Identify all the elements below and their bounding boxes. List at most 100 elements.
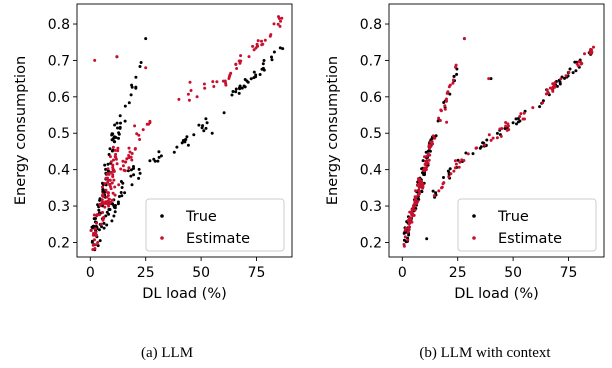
data-point <box>203 86 207 90</box>
data-point <box>434 134 438 138</box>
data-point <box>436 119 440 123</box>
data-point <box>210 131 214 135</box>
y-tick-label: 0.7 <box>360 53 382 69</box>
data-point <box>172 150 176 154</box>
data-point <box>402 244 406 248</box>
data-point <box>423 155 426 159</box>
data-point <box>222 111 226 115</box>
data-point <box>231 90 235 93</box>
data-point <box>98 239 102 243</box>
data-point <box>108 147 112 151</box>
data-point <box>106 191 110 195</box>
data-point <box>103 201 107 205</box>
legend-label-true: True <box>497 209 529 225</box>
data-point <box>272 50 276 54</box>
data-point <box>406 230 410 234</box>
data-point <box>92 213 96 217</box>
data-point <box>109 200 112 204</box>
data-point <box>452 169 456 173</box>
y-axis-label: Energy consumption <box>13 56 29 205</box>
data-point <box>454 162 458 166</box>
legend-marker-true <box>472 214 476 218</box>
data-point <box>230 93 234 97</box>
data-point <box>406 238 410 242</box>
data-point <box>192 133 196 137</box>
data-point <box>495 136 499 140</box>
data-point <box>402 231 406 235</box>
legend-marker-true <box>160 214 164 218</box>
data-point <box>518 115 522 118</box>
data-point <box>117 195 121 198</box>
data-point <box>407 226 411 230</box>
data-point <box>110 198 114 202</box>
data-point <box>445 120 449 124</box>
data-point <box>129 168 133 172</box>
data-point <box>137 176 141 180</box>
data-point <box>553 84 557 88</box>
legend-label-true: True <box>185 209 217 225</box>
data-point <box>137 167 141 171</box>
data-point <box>238 61 242 65</box>
data-point <box>456 158 460 162</box>
data-point <box>98 213 101 217</box>
data-point <box>106 167 110 171</box>
x-tick-label: 25 <box>449 265 467 281</box>
data-point <box>243 78 247 81</box>
data-point <box>130 85 134 89</box>
data-point <box>417 178 421 182</box>
data-point <box>544 92 548 96</box>
data-point <box>119 167 123 171</box>
data-point <box>105 172 109 176</box>
data-point <box>228 73 232 77</box>
y-tick-label: 0.8 <box>360 17 382 33</box>
data-point <box>514 117 518 121</box>
data-point <box>487 77 491 81</box>
data-point <box>96 241 100 244</box>
data-point <box>105 223 109 227</box>
data-point <box>251 44 255 48</box>
data-point <box>91 233 95 237</box>
x-tick-label: 75 <box>248 265 266 281</box>
data-point <box>515 122 518 126</box>
data-point <box>464 151 468 155</box>
data-point <box>137 133 141 137</box>
data-point <box>112 158 115 162</box>
data-point <box>181 139 185 142</box>
data-point <box>234 62 238 66</box>
data-point <box>101 185 104 189</box>
legend-box <box>457 198 597 252</box>
data-point <box>212 85 216 88</box>
data-point <box>261 42 265 46</box>
data-point <box>130 152 134 155</box>
data-point <box>106 162 110 166</box>
data-point <box>559 77 563 81</box>
data-point <box>538 105 542 109</box>
data-point <box>475 146 479 150</box>
data-point <box>237 91 241 95</box>
data-point <box>107 208 111 211</box>
data-point <box>201 124 205 128</box>
legend: True Estimate <box>145 198 285 252</box>
data-point <box>418 181 422 185</box>
data-point <box>414 189 418 193</box>
data-point <box>541 101 545 105</box>
data-point <box>110 219 114 223</box>
data-point <box>448 167 452 171</box>
data-point <box>423 162 427 166</box>
data-point <box>202 82 206 86</box>
data-point <box>117 183 121 187</box>
data-point <box>239 54 243 58</box>
data-point <box>407 216 411 220</box>
data-point <box>504 124 508 128</box>
data-point <box>575 62 579 66</box>
data-point <box>144 37 148 41</box>
data-point <box>106 178 110 182</box>
data-point <box>112 204 116 207</box>
data-point <box>574 69 578 73</box>
data-point <box>453 166 457 170</box>
axes-frame <box>76 3 293 258</box>
data-point <box>422 169 426 173</box>
data-point <box>270 55 273 59</box>
data-point <box>157 150 161 154</box>
data-point <box>188 80 192 84</box>
